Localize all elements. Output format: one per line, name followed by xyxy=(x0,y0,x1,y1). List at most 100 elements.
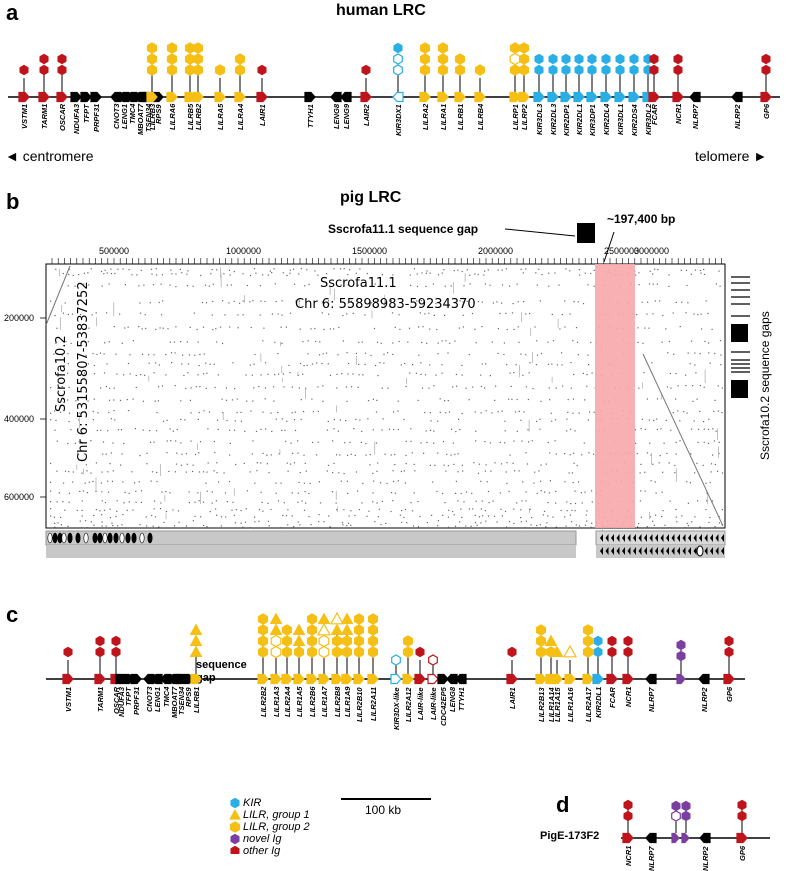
kir-hexagon-icon xyxy=(393,42,403,54)
legend-lilr2: LILR, group 2 xyxy=(243,821,310,833)
lilr-hexagon-icon xyxy=(402,646,414,658)
kir-hexagon-icon xyxy=(601,64,611,76)
gene-arrow xyxy=(18,91,30,103)
gene-arrow xyxy=(535,673,547,685)
legend-novel: novel Ig xyxy=(243,833,282,845)
gap11-marker xyxy=(577,223,595,243)
gene-arrow xyxy=(38,91,50,103)
gene-arrow xyxy=(760,91,772,103)
lilr-hexagon-icon xyxy=(214,64,226,76)
gene-arrow xyxy=(130,673,142,685)
kir-hexagon-icon xyxy=(601,53,611,65)
kir-hexagon-icon xyxy=(593,646,603,658)
kir-hexagon-icon xyxy=(615,53,625,65)
gene-arrow xyxy=(256,91,268,103)
gene-arrow xyxy=(419,91,431,103)
gene-arrow xyxy=(676,673,686,685)
gene-arrow xyxy=(564,673,576,685)
other-ig-hexagon-icon xyxy=(95,646,105,658)
gene-arrow xyxy=(234,91,246,103)
d-gene-label: NLRP7 xyxy=(647,846,656,871)
domain-triangle-icon xyxy=(340,623,354,636)
gene-arrow xyxy=(151,673,163,685)
other-ig-hexagon-icon xyxy=(95,635,105,647)
gene-arrow xyxy=(318,673,330,685)
gene-arrow xyxy=(518,91,530,103)
lilr-hexagon-icon xyxy=(419,64,431,76)
x-tick-label: 3000000 xyxy=(634,246,669,256)
gene-arrow xyxy=(606,673,618,685)
gene-arrow xyxy=(454,91,466,103)
gene-arrow xyxy=(360,91,372,103)
x-tick-label: 2000000 xyxy=(478,246,513,256)
gene-arrow xyxy=(392,91,404,103)
gene-arrow xyxy=(281,673,293,685)
kir-legend-icon xyxy=(230,797,240,809)
centromere-label: ◄ centromere xyxy=(5,148,94,164)
y-tick-label: 400000 xyxy=(4,414,34,424)
gene-arrow xyxy=(672,91,684,103)
seq-gap-label: sequence gap xyxy=(196,659,247,684)
lilr2-legend-icon xyxy=(229,821,241,833)
d-gene-label: NCR1 xyxy=(624,845,633,866)
gene-arrow xyxy=(293,673,305,685)
lilr-hexagon-icon xyxy=(582,646,594,658)
lilr-hexagon-icon xyxy=(535,646,547,658)
kir-hexagon-icon xyxy=(574,53,584,65)
gene-arrow xyxy=(628,91,640,103)
lilr-hexagon-icon xyxy=(367,646,379,658)
gene-arrow xyxy=(533,91,545,103)
y-tick-label: 200000 xyxy=(4,313,34,323)
other-ig-hexagon-icon xyxy=(111,646,121,658)
gene-arrow xyxy=(414,673,426,685)
gene-arrow xyxy=(573,91,585,103)
gene-arrow xyxy=(190,673,202,685)
other-ig-hexagon-icon xyxy=(39,64,49,76)
gene-arrow xyxy=(551,673,563,685)
gene-arrow xyxy=(446,673,458,685)
gene-arrow xyxy=(455,673,467,685)
x-tick-label: 2500000 xyxy=(604,246,639,256)
kir-hexagon-icon xyxy=(587,53,597,65)
other-ig-hexagon-icon xyxy=(57,64,67,76)
gene-arrow xyxy=(592,673,604,685)
gene-arrow xyxy=(681,832,690,844)
gene-arrow xyxy=(62,673,74,685)
domain-triangle-icon xyxy=(544,634,558,647)
gene-arrow xyxy=(427,673,439,685)
gene-arrow xyxy=(90,91,102,103)
other-ig-hexagon-icon xyxy=(724,646,734,658)
other-ig-hexagon-icon xyxy=(623,799,633,811)
gene-arrow xyxy=(437,91,449,103)
gap-block xyxy=(731,324,748,342)
other-ig-hexagon-icon xyxy=(607,646,617,658)
kir-hexagon-icon xyxy=(548,64,558,76)
other-ig-hexagon-icon xyxy=(415,646,425,658)
novel-ig-hexagon-icon xyxy=(676,650,686,662)
legend-lilr1: LILR, group 1 xyxy=(243,809,310,821)
kir-hexagon-icon xyxy=(629,53,639,65)
kir-hexagon-icon xyxy=(393,53,403,65)
gene-arrow xyxy=(353,673,365,685)
gene-arrow xyxy=(506,673,518,685)
gap-block xyxy=(731,380,748,398)
gene-arrow xyxy=(614,91,626,103)
gene-arrow xyxy=(699,832,711,844)
kir-hexagon-icon xyxy=(615,64,625,76)
gene-arrow xyxy=(586,91,598,103)
other-ig-hexagon-icon xyxy=(649,64,659,76)
legend-kir: KIR xyxy=(243,797,262,809)
other-ig-hexagon-icon xyxy=(623,646,633,658)
gene-arrow xyxy=(166,91,178,103)
novel-ig-hexagon-icon xyxy=(681,810,691,822)
panel-a-title: human LRC xyxy=(336,2,426,19)
panel-letter-c: c xyxy=(6,602,19,627)
panel-letter-a: a xyxy=(6,0,19,25)
gene-arrow xyxy=(582,673,594,685)
other-ig-hexagon-icon xyxy=(428,654,438,666)
lilr-hexagon-icon xyxy=(341,646,353,658)
novel-ig-legend-icon xyxy=(230,833,240,845)
other-ig-hexagon-icon xyxy=(39,53,49,65)
gene-arrow xyxy=(214,91,226,103)
